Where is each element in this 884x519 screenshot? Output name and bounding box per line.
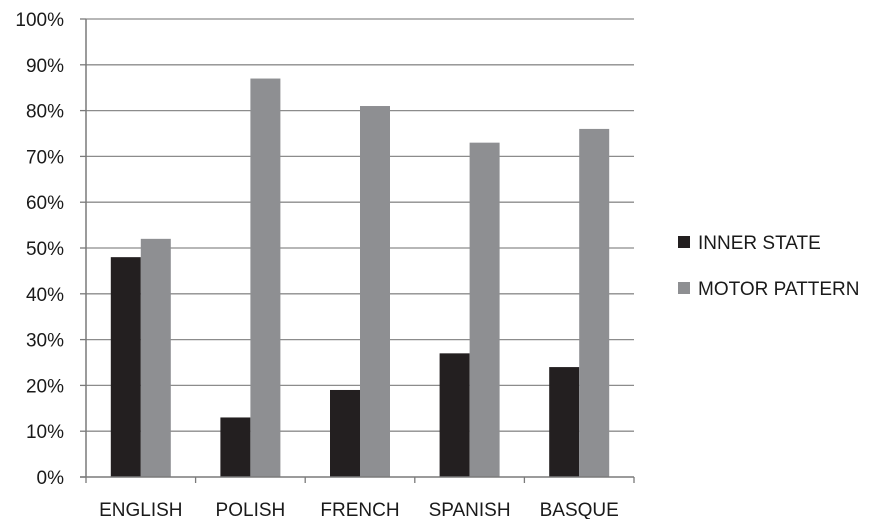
- bar-motor-pattern-polish: [250, 78, 281, 477]
- bars: [110, 78, 610, 478]
- x-category-label: FRENCH: [320, 500, 399, 519]
- bar-inner-state-polish: [220, 417, 251, 477]
- y-tick-label: 100%: [15, 10, 64, 31]
- axes: [80, 18, 635, 483]
- bar-inner-state-basque: [549, 367, 580, 477]
- x-category-label: SPANISH: [429, 500, 511, 519]
- y-tick-label: 0%: [37, 468, 65, 489]
- y-tick-label: 20%: [26, 376, 64, 397]
- bar-motor-pattern-basque: [579, 128, 610, 478]
- x-category-label: BASQUE: [540, 500, 619, 519]
- x-category-label: ENGLISH: [99, 500, 182, 519]
- y-tick-label: 90%: [26, 56, 64, 77]
- y-tick-label: 70%: [26, 147, 64, 168]
- y-tick-label: 10%: [26, 422, 64, 443]
- legend-label: INNER STATE: [698, 233, 821, 254]
- y-axis-tick-labels: 0% 10% 20% 30% 40% 50% 60% 70% 80% 90% 100%: [15, 10, 64, 489]
- bar-motor-pattern-english: [140, 238, 171, 477]
- bar-inner-state-english: [110, 257, 141, 477]
- y-tick-label: 60%: [26, 193, 64, 214]
- legend-label: MOTOR PATTERN: [698, 279, 860, 300]
- bar-inner-state-french: [330, 389, 360, 477]
- bar-motor-pattern-french: [360, 106, 390, 478]
- legend: INNER STATE MOTOR PATTERN: [678, 233, 860, 300]
- y-tick-label: 50%: [26, 239, 64, 260]
- x-axis-category-labels: ENGLISH POLISH FRENCH SPANISH BASQUE: [99, 500, 619, 519]
- y-tick-label: 80%: [26, 102, 64, 123]
- bar-inner-state-spanish: [439, 353, 470, 477]
- x-category-label: POLISH: [216, 500, 286, 519]
- bar-motor-pattern-spanish: [469, 142, 500, 477]
- y-tick-label: 30%: [26, 331, 64, 352]
- legend-swatch: [678, 282, 690, 294]
- y-tick-label: 40%: [26, 285, 64, 306]
- legend-swatch: [678, 236, 690, 248]
